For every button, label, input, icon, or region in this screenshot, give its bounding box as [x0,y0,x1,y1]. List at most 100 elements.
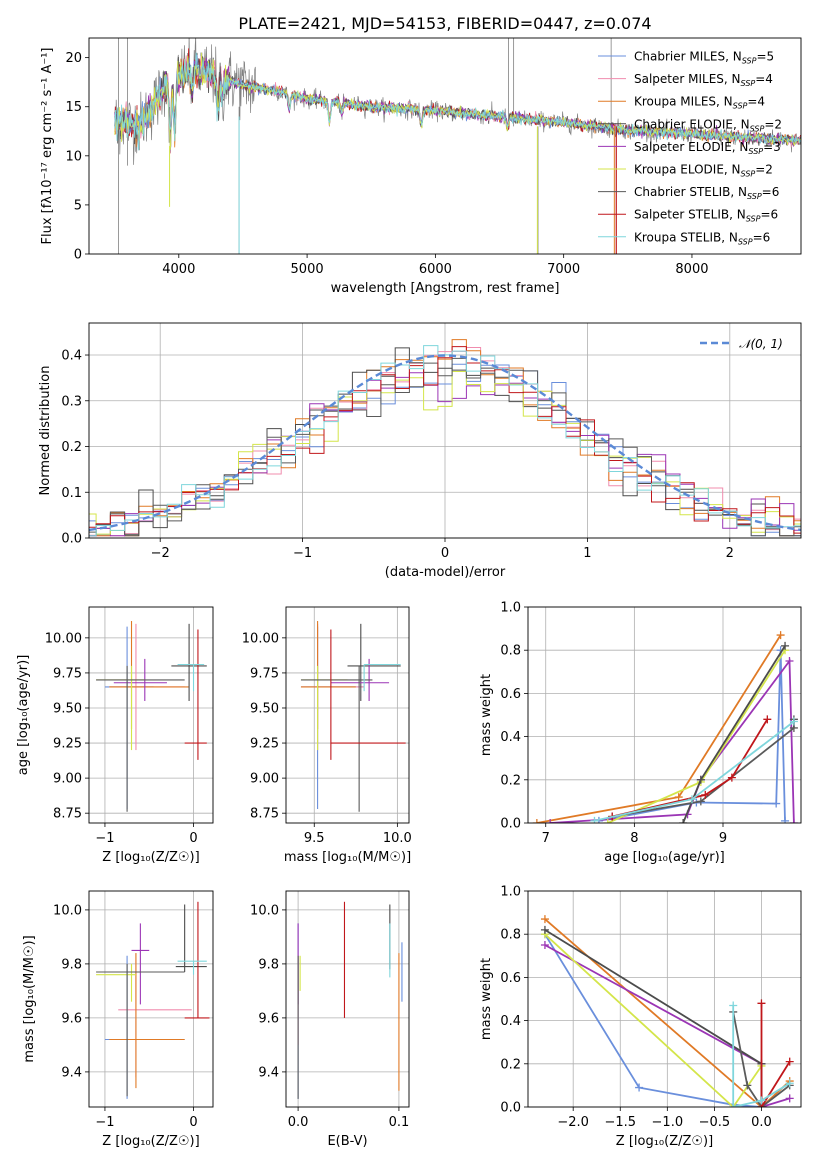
x-tick-label: 9 [719,831,727,846]
y-tick-label: 8.75 [53,807,82,822]
legend-label: Salpeter ELODIE, NSSP=3 [634,140,781,156]
legend-label: Chabrier ELODIE, NSSP=2 [634,117,782,133]
y-tick-label: 9.4 [61,1065,82,1080]
errorbars [300,621,406,812]
y-tick-label: 1.0 [500,885,521,900]
histogram-kroupa_elodie [89,371,801,535]
weight-line-chabrier_stelib [732,1011,791,1107]
x-tick-label: 7000 [547,262,580,277]
weight-marker-chabrier_elodie [679,819,688,823]
weight-marker-kroupa_stelib [785,1079,794,1088]
y-tick-label: 9.6 [61,1011,82,1026]
weight-line-salpeter_stelib [760,1003,791,1107]
weight-marker-salpeter_elodie [789,819,798,823]
y-tick-label: 5 [74,198,82,213]
y-tick-label: 10.00 [45,631,82,646]
legend-label-value: =2 [755,163,773,177]
legend-label: Kroupa MILES, NSSP=4 [634,95,765,111]
y-tick-label: 9.6 [258,1011,279,1026]
legend-label-subscript: SSP [746,215,761,224]
plot-residuals: −2 −1 0 1 2 0.0 0.1 0.2 0.3 0.4 (data-model)/error… [38,322,802,580]
x-tick-label: −1 [95,1115,114,1130]
x-axis-label: Z [log₁₀(Z/Z☉)] [616,1134,713,1149]
weight-marker-salpeter_stelib [727,773,736,782]
weight-marker-kroupa_miles [532,819,541,823]
x-tick-label: −2.0 [557,1115,589,1130]
weight-marker-kroupa_miles [674,793,683,802]
y-axis-label: age [log₁₀(age/yr)] [16,655,31,776]
y-tick-label: 9.25 [250,737,279,752]
spectrum-lines [114,38,801,254]
legend-label-text: Salpeter STELIB, N [634,208,746,222]
legend-label-text: Salpeter MILES, N [634,72,741,86]
x-axis-label: Z [log₁₀(Z/Z☉)] [102,850,199,865]
legend-label: Salpeter MILES, NSSP=4 [634,72,773,88]
legend-label-subscript: SSP [742,57,757,66]
weight-marker-kroupa_stelib [729,1001,738,1010]
weight-marker-salpeter_elodie [785,657,794,665]
y-tick-label: 9.50 [250,701,279,716]
plot-frame [285,606,410,824]
plot-frame [285,890,410,1108]
legend-label-value: =6 [760,208,778,222]
x-tick-label: −1.5 [604,1115,636,1130]
y-tick-label: 1.0 [500,601,521,616]
x-axis-label: mass [log₁₀(M/M☉)] [284,850,411,865]
legend-label-value: =2 [764,117,782,131]
y-tick-label: 9.00 [250,772,279,787]
x-axis-label: (data-model)/error [385,565,506,580]
y-axis-label: Flux [fλ10⁻¹⁷ erg cm⁻² s⁻¹ A⁻¹] [40,48,55,245]
y-tick-label: 9.75 [53,666,82,681]
plot-frame [88,606,214,824]
legend-label: Salpeter STELIB, NSSP=6 [634,208,778,224]
legend-label: Kroupa ELODIE, NSSP=2 [634,163,773,179]
x-tick-label: 0.1 [389,1115,410,1130]
weight-marker-chabrier_elodie [696,775,705,784]
plot-age_weights: 7 8 9 0.0 0.2 0.4 0.6 0.8 1.0 age [log₁₀(age/yr)]… [479,601,802,865]
legend-label-value: =6 [753,230,771,244]
errorbars [96,901,210,1099]
legend-label: 𝒩(0, 1) [739,337,783,351]
legend-label: Chabrier STELIB, NSSP=6 [634,185,779,201]
y-tick-label: 0.0 [61,532,82,547]
gaussian-curve [89,354,801,532]
weight-marker-salpeter_stelib [763,715,772,724]
histogram-salpeter_stelib [89,346,801,534]
legend-label-subscript: SSP [733,102,748,111]
weight-marker-chabrier_stelib [696,797,705,806]
histogram-salpeter_elodie [89,372,801,537]
plot-mass_ebv_errorbars: 0.0 0.1 9.4 9.6 9.8 10.0 E(B-V) [250,890,410,1149]
y-tick-label: 0.0 [500,1101,521,1116]
legend-label: Kroupa STELIB, NSSP=6 [634,230,770,246]
histogram-chabrier_stelib [89,357,801,537]
legend-label-value: =5 [756,50,774,64]
x-tick-label: 4000 [162,262,195,277]
y-axis-label: Normed distribution [38,366,53,496]
weight-marker-kroupa_stelib [687,795,696,804]
y-tick-label: 0.8 [500,928,521,943]
y-tick-label: 9.00 [53,772,82,787]
legend-label-text: Kroupa ELODIE, N [634,163,741,177]
plot-frame [527,890,802,1108]
weight-line-kroupa_elodie [544,933,763,1107]
y-tick-label: 10 [65,149,82,164]
y-tick-label: 0.6 [500,687,521,702]
y-tick-label: 0.2 [61,440,82,455]
y-tick-label: 0.2 [500,1057,521,1072]
legend-label-text: Kroupa STELIB, N [634,230,738,244]
weight-lines [540,915,794,1107]
weight-lines [532,631,798,823]
weight-marker-kroupa_stelib [729,1103,738,1107]
y-tick-label: 0.3 [61,394,82,409]
plot-age_z_errorbars: −1 0 8.75 9.00 9.25 9.50 9.75 10.00 Z [log₁₀(Z/Z… [16,606,214,865]
x-tick-label: 7 [542,831,550,846]
legend-label-subscript: SSP [741,170,756,179]
x-tick-label: 10.0 [383,831,412,846]
x-tick-label: 0.0 [288,1115,309,1130]
x-tick-label: −0.5 [699,1115,731,1130]
legend-label-subscript: SSP [748,147,763,156]
legend-label-value: =4 [747,95,765,109]
legend-label: Chabrier MILES, NSSP=5 [634,50,774,66]
y-tick-label: 20 [65,51,82,66]
